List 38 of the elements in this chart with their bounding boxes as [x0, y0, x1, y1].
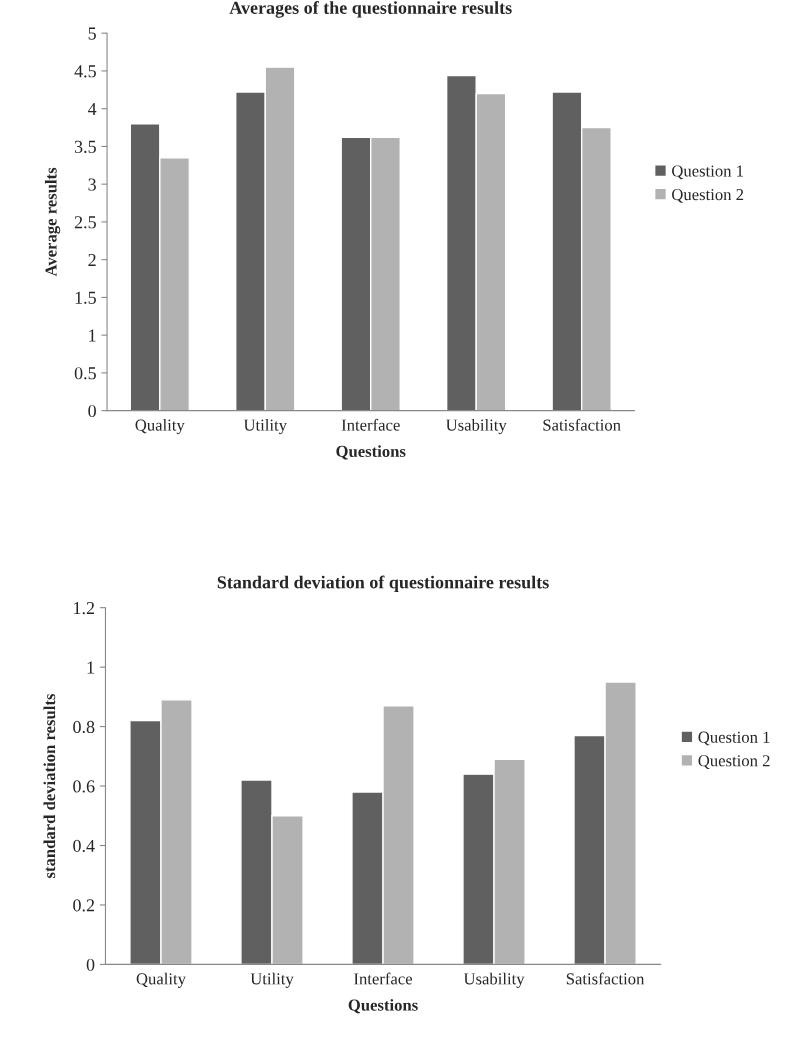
y-tick-label: 2.5 — [74, 216, 96, 229]
y-tick-label: 0.8 — [73, 720, 95, 734]
legend-label: Question 2 — [672, 188, 744, 203]
x-tick-label: Interface — [341, 418, 400, 431]
y-axis-title: standard deviation results — [43, 694, 56, 878]
y-tick-label: 2 — [88, 253, 96, 266]
y-axis-title: Average results — [44, 167, 61, 277]
x-tick-label: Satisfaction — [566, 972, 645, 985]
x-tick-label: Usability — [445, 418, 507, 435]
y-tick-label: 1.5 — [75, 291, 96, 304]
chart-title: Averages of the questionnaire results — [229, 1, 512, 18]
y-tick-label: 0 — [88, 404, 96, 418]
legend-label: Question 2 — [698, 755, 770, 769]
y-tick-label: 4.5 — [74, 65, 96, 78]
y-tick-label: 0.4 — [73, 839, 95, 853]
y-tick-label: 3.5 — [74, 140, 96, 153]
y-tick-label: 0.6 — [73, 780, 95, 793]
y-tick-label: 0 — [86, 958, 95, 971]
legend-label: Question 1 — [698, 731, 770, 746]
y-tick-label: 3 — [88, 178, 96, 191]
x-tick-label: Usability — [463, 972, 525, 988]
x-tick-label: Satisfaction — [543, 418, 621, 431]
x-tick-label: Quality — [135, 418, 185, 435]
y-tick-label: 1 — [87, 661, 94, 674]
y-tick-label: 0.5 — [74, 367, 96, 380]
y-tick-label: 0.2 — [73, 899, 95, 912]
chart-title: Standard deviation of questionnaire results — [217, 575, 549, 593]
x-tick-label: Utility — [250, 972, 294, 988]
x-axis-title: Questions — [336, 445, 406, 460]
x-axis-title: Questions — [348, 999, 418, 1014]
x-tick-label: Quality — [136, 972, 186, 988]
y-tick-label: 1 — [89, 329, 96, 342]
x-tick-label: Utility — [243, 418, 287, 435]
y-tick-label: 4 — [87, 103, 97, 115]
y-tick-label: 5 — [88, 27, 96, 40]
x-tick-label: Interface — [354, 972, 413, 985]
legend-label: Question 1 — [672, 165, 744, 180]
y-tick-label: 1.2 — [74, 601, 95, 615]
